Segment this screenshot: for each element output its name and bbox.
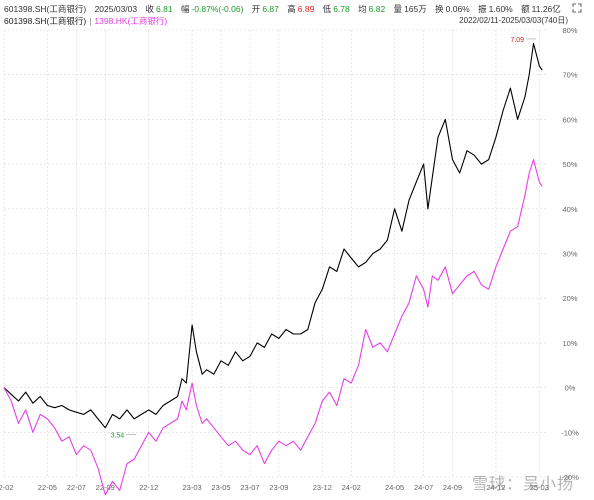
turnover-value: 0.06% bbox=[445, 4, 470, 14]
legend-series-a[interactable]: 601398.SH(工商银行) bbox=[4, 16, 87, 26]
x-tick-label: 23-09 bbox=[269, 483, 288, 492]
legend: 601398.SH(工商银行) | 1398.HK(工商银行) bbox=[4, 15, 167, 27]
y-tick-label: 30% bbox=[562, 250, 577, 259]
series-line-601398-sh bbox=[3, 42, 543, 429]
avg-value: 6.82 bbox=[368, 4, 386, 14]
amplitude-value: 1.60% bbox=[488, 4, 513, 14]
y-tick-label: 50% bbox=[562, 160, 577, 169]
x-tick-label: 22-05 bbox=[38, 483, 57, 492]
x-tick-label: 24-09 bbox=[443, 483, 462, 492]
open-label: 开 bbox=[251, 4, 261, 14]
open-value: 6.87 bbox=[262, 4, 279, 14]
volume-label: 量 bbox=[393, 4, 403, 14]
low-label: 低 bbox=[322, 4, 332, 14]
y-tick-label: 40% bbox=[562, 205, 577, 214]
amplitude-label: 振 bbox=[478, 4, 487, 14]
close-label: 收 bbox=[145, 4, 155, 14]
x-tick-label: 25-03 bbox=[530, 483, 549, 492]
watermark: 雪球：吴小扬 bbox=[471, 474, 574, 493]
x-tick-label: 22-07 bbox=[67, 483, 86, 492]
y-tick-label: 20% bbox=[562, 294, 577, 303]
x-tick-label: 24-12 bbox=[486, 483, 505, 492]
x-tick-label: 24-05 bbox=[385, 483, 404, 492]
legend-series-b[interactable]: 1398.HK(工商银行) bbox=[94, 16, 168, 26]
high-price-label: 7.09 bbox=[510, 37, 524, 44]
x-tick-label: 24-07 bbox=[414, 483, 433, 492]
legend-separator: | bbox=[89, 16, 92, 26]
avg-label: 均 bbox=[358, 4, 367, 14]
y-tick-label: -20% bbox=[561, 473, 579, 482]
change-label: 幅 bbox=[180, 4, 190, 14]
change-value: -0.87%(-0.06) bbox=[191, 4, 244, 14]
y-tick-label: -10% bbox=[561, 428, 579, 437]
y-tick-label: 70% bbox=[562, 71, 577, 80]
stock-code: 601398.SH(工商银行) bbox=[4, 4, 87, 14]
volume-value: 165万 bbox=[404, 4, 427, 14]
low-price-label: 3.54 bbox=[111, 433, 125, 440]
series-line-1398-hk bbox=[3, 159, 543, 496]
y-tick-label: 0% bbox=[565, 384, 576, 393]
x-tick-label: 23-03 bbox=[182, 483, 201, 492]
low-value: 6.78 bbox=[333, 4, 350, 14]
amount-value: 11.26亿 bbox=[531, 4, 561, 14]
x-tick-label: 22-02 bbox=[0, 483, 14, 492]
y-tick-label: 10% bbox=[562, 339, 577, 348]
quote-date: 2025/03/03 bbox=[94, 4, 138, 14]
x-tick-label: 24-02 bbox=[342, 483, 361, 492]
x-tick-label: 22-12 bbox=[139, 483, 158, 492]
high-value: 6.89 bbox=[297, 4, 315, 14]
y-tick-label: 60% bbox=[562, 115, 577, 124]
x-tick-label: 23-12 bbox=[313, 483, 332, 492]
y-tick-label: 80% bbox=[562, 27, 577, 35]
x-tick-label: 23-05 bbox=[211, 483, 230, 492]
x-tick-label: 22-09 bbox=[96, 483, 115, 492]
expand-icon[interactable] bbox=[572, 3, 582, 13]
high-label: 高 bbox=[287, 4, 296, 14]
amount-label: 额 bbox=[521, 4, 530, 14]
quote-bar: 601398.SH(工商银行) 2025/03/03 收 6.81 幅 -0.87%… bbox=[4, 2, 567, 16]
chart-area[interactable]: 80% 70% 60% 50% 40% 30% 20% 10% 0% -10% -20% 22-02 2… bbox=[0, 27, 594, 500]
x-tick-label: 23-07 bbox=[240, 483, 259, 492]
date-range: 2022/02/11-2025/03/03(740日) bbox=[459, 16, 568, 25]
close-value: 6.81 bbox=[156, 4, 173, 14]
line-chart[interactable]: 80% 70% 60% 50% 40% 30% 20% 10% 0% -10% -20% 22-02 2… bbox=[0, 27, 594, 500]
turnover-label: 换 bbox=[435, 4, 444, 14]
